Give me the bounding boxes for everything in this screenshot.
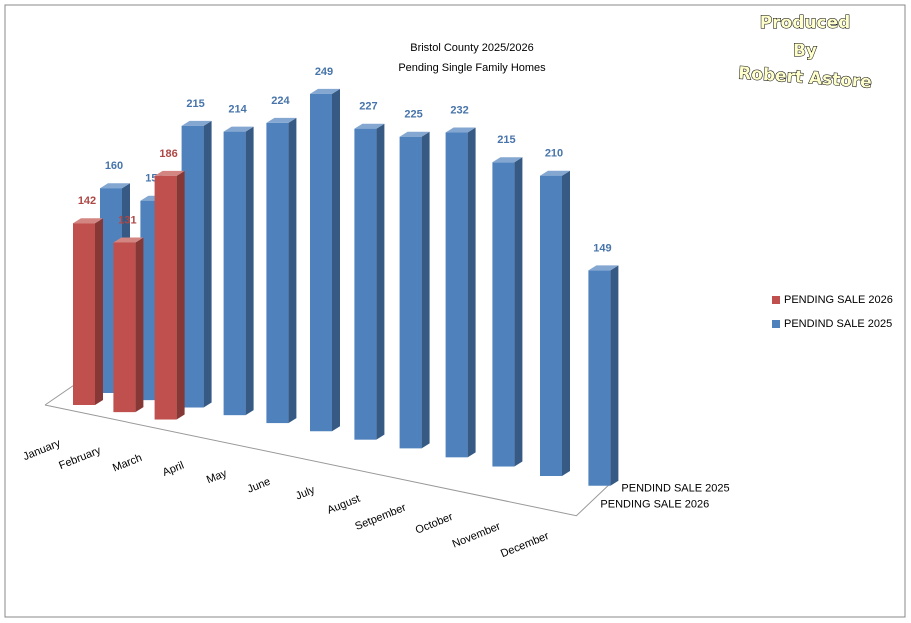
legend-label: PENDING SALE 2026 [784, 294, 893, 306]
bar-side [95, 218, 103, 405]
value-label: 215 [186, 98, 204, 110]
bar [113, 242, 136, 413]
bar [445, 132, 468, 458]
bar-top [181, 120, 212, 126]
bar-top [113, 237, 144, 243]
bar-side [332, 88, 340, 432]
bar-top [154, 170, 185, 176]
value-label: 215 [497, 134, 515, 146]
bar-side [135, 237, 144, 413]
bar [73, 223, 95, 405]
value-label: 149 [593, 242, 611, 254]
legend-label: PENDIND SALE 2025 [784, 318, 892, 330]
chart-subtitle: Pending Single Family Homes [398, 62, 546, 74]
legend-swatch [772, 320, 780, 328]
bar [154, 175, 177, 420]
bar-top [223, 126, 254, 132]
bar-top [492, 157, 523, 163]
bar [492, 162, 515, 467]
bar [588, 270, 611, 486]
bar-side [288, 117, 297, 424]
value-label: 131 [118, 214, 136, 226]
bar-top [588, 265, 619, 271]
depth-label: PENDING SALE 2026 [600, 499, 709, 511]
value-label: 227 [359, 101, 377, 113]
bar-side [467, 127, 476, 458]
bar-top [354, 123, 385, 129]
bar-side [376, 123, 385, 440]
value-label: 225 [404, 109, 422, 121]
bar-side [514, 157, 523, 467]
bar [223, 131, 246, 416]
bar-side [245, 126, 254, 416]
bar-top [540, 170, 570, 176]
bar [266, 122, 289, 424]
bar-top [445, 127, 476, 133]
bar [310, 93, 332, 432]
bar [354, 128, 377, 440]
value-label: 210 [545, 148, 563, 160]
bar-top [73, 218, 103, 224]
value-label: 160 [105, 160, 123, 172]
bar [399, 136, 422, 449]
bar-side [562, 170, 570, 476]
value-label: 224 [271, 95, 290, 107]
bar-side [203, 120, 212, 408]
bar [540, 175, 562, 476]
watermark: Produced [760, 13, 851, 33]
floor-edge [44, 404, 617, 517]
bar-side [176, 170, 185, 420]
value-label: 214 [228, 104, 247, 116]
depth-label: PENDIND SALE 2025 [621, 483, 729, 495]
bar [181, 125, 204, 408]
value-label: 142 [78, 195, 96, 207]
bar-top [310, 88, 340, 94]
value-label: 249 [315, 66, 333, 78]
value-label: 186 [159, 148, 177, 160]
bar-top [100, 183, 130, 189]
chart-title: Bristol County 2025/2026 [410, 42, 534, 54]
bar-side [610, 265, 619, 486]
watermark: By [793, 41, 817, 61]
bar-top [266, 117, 297, 123]
bar-side [421, 131, 430, 449]
legend-swatch [772, 296, 780, 304]
bar-top [399, 131, 430, 137]
value-label: 232 [450, 104, 468, 116]
